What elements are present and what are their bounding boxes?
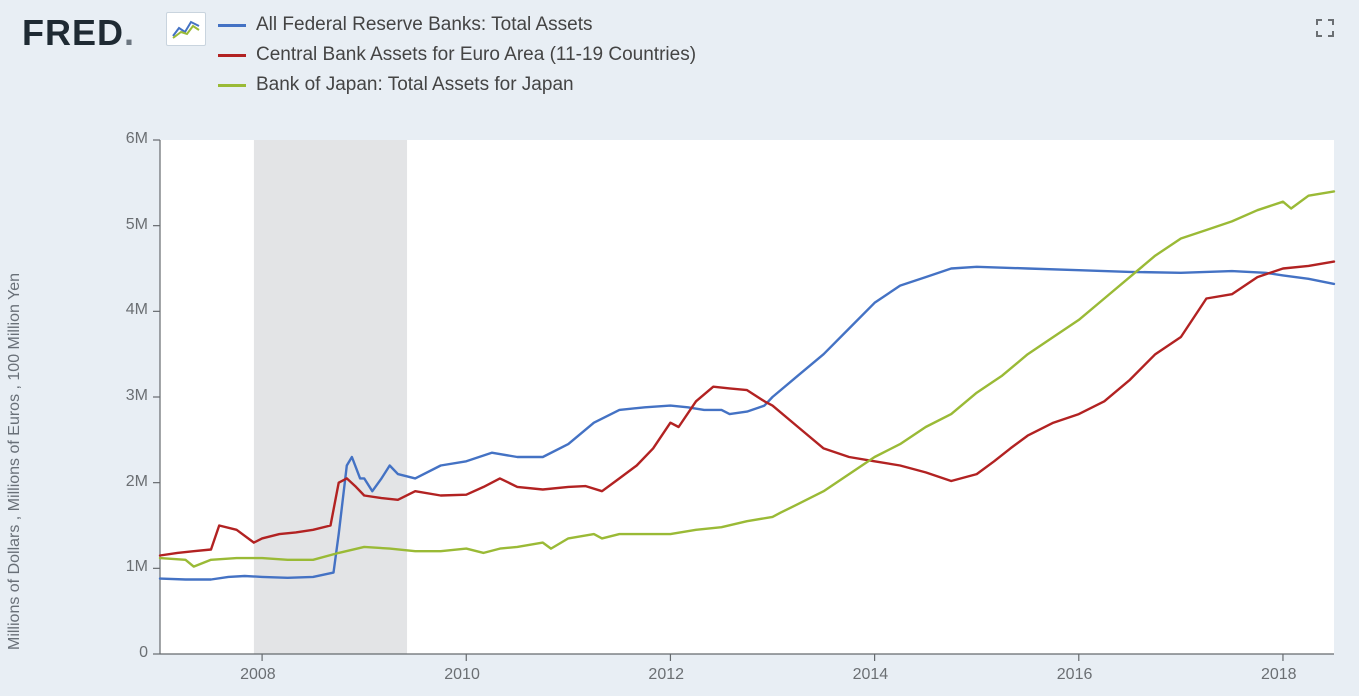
x-tick-label: 2008 xyxy=(240,666,276,684)
x-tick-label: 2018 xyxy=(1261,666,1297,684)
x-tick-label: 2012 xyxy=(648,666,684,684)
line-chart[interactable] xyxy=(0,0,1359,696)
y-tick-label: 2M xyxy=(88,473,148,491)
y-tick-label: 3M xyxy=(88,387,148,405)
y-tick-label: 6M xyxy=(88,130,148,148)
y-axis-label: Millions of Dollars , Millions of Euros … xyxy=(6,273,24,650)
y-tick-label: 5M xyxy=(88,216,148,234)
y-tick-label: 4M xyxy=(88,301,148,319)
x-tick-label: 2014 xyxy=(853,666,889,684)
x-tick-label: 2010 xyxy=(444,666,480,684)
y-tick-label: 0 xyxy=(88,644,148,662)
chart-stage: FRED. All Federal Reserve Banks: Total A… xyxy=(0,0,1359,696)
y-tick-label: 1M xyxy=(88,558,148,576)
x-tick-label: 2016 xyxy=(1057,666,1093,684)
